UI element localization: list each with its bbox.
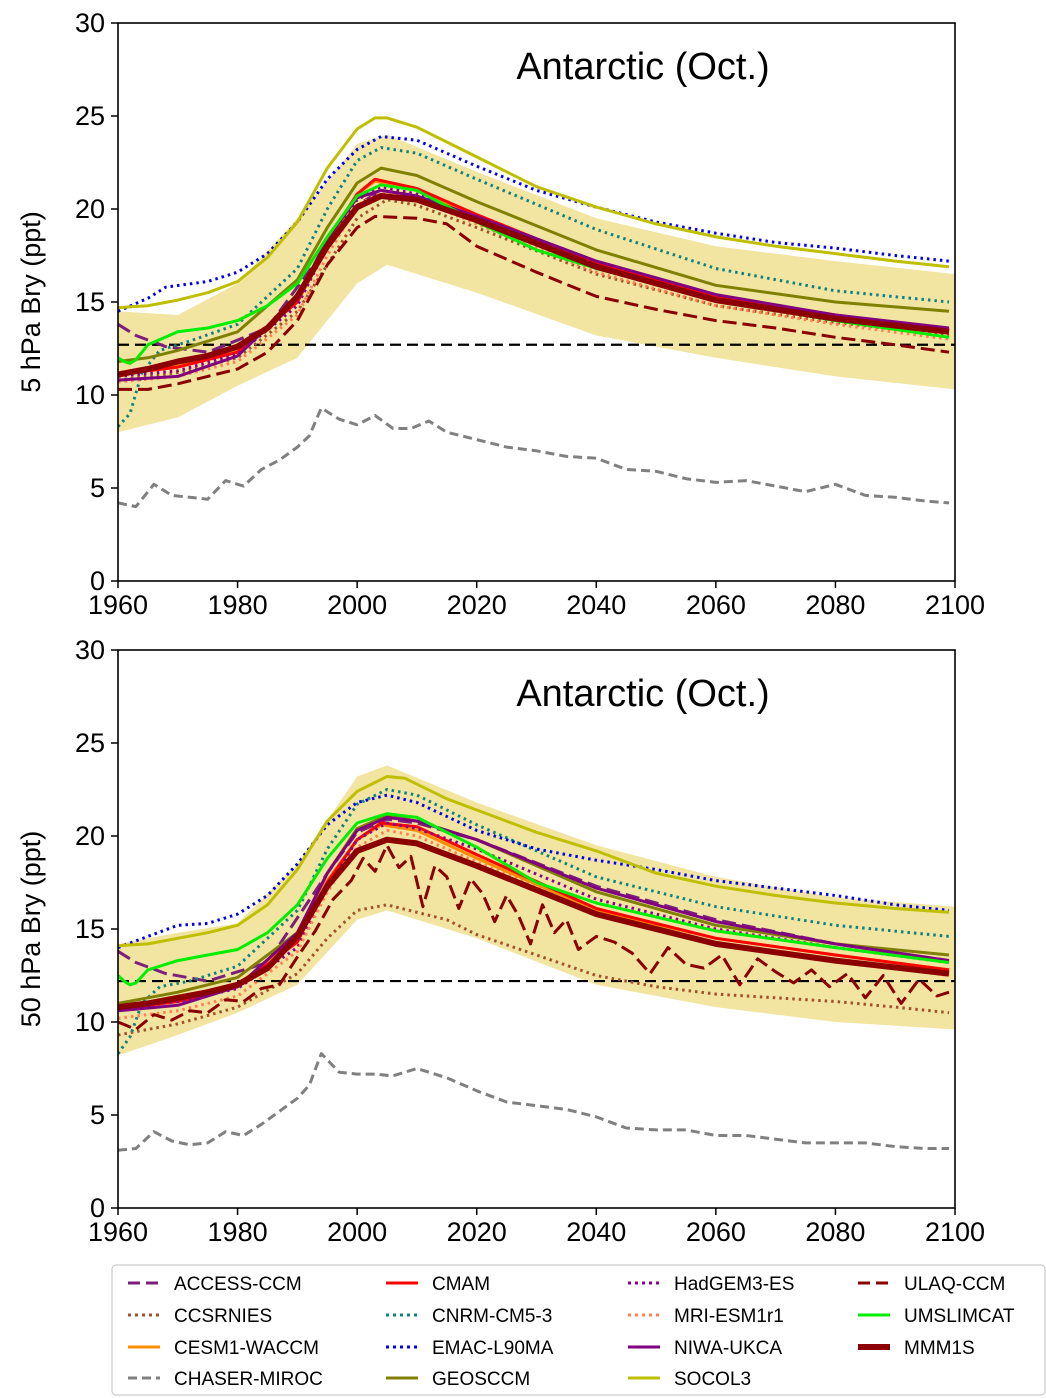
- series-line-cmam: [118, 177, 950, 376]
- y-axis-label: 50 hPa Bry (ppt): [16, 831, 46, 1028]
- x-tick-label: 2060: [686, 590, 746, 620]
- series-line-emac-l90ma: [118, 793, 950, 950]
- y-tick-label: 20: [75, 821, 105, 851]
- y-tick-label: 15: [75, 914, 105, 944]
- series-line-mmm1s: [118, 193, 950, 378]
- x-tick-label: 2000: [327, 1217, 387, 1247]
- y-tick-label: 0: [90, 1193, 105, 1223]
- series-line-chaser-miroc: [118, 406, 950, 509]
- series-line-niwa-ukca: [118, 188, 950, 382]
- plot-area: [118, 116, 955, 509]
- panel-top: 1960 1980 2000 2020 2040 2060 2080 2100 0 5 10 15 20…: [16, 8, 985, 620]
- legend-label: UMSLIMCAT: [904, 1306, 1015, 1327]
- legend-label: GEOSCCM: [432, 1369, 530, 1390]
- series-line-geosccm: [118, 166, 950, 363]
- series-line-mri-esm1r1: [118, 828, 950, 1020]
- x-tick-label: 2000: [327, 590, 387, 620]
- y-axis-label: 5 hPa Bry (ppt): [16, 211, 46, 393]
- legend-box: [111, 1264, 1046, 1396]
- series-line-emac-l90ma: [118, 135, 950, 313]
- y-tick-label: 25: [75, 728, 105, 758]
- series-line-cnrm-cm5-3: [118, 788, 950, 1055]
- legend-item-geosccm: GEOSCCM: [386, 1369, 530, 1390]
- y-tick-label: 30: [75, 8, 105, 38]
- y-tick-label: 0: [90, 566, 105, 596]
- chart-title: Antarctic (Oct.): [516, 46, 769, 88]
- x-tick-label: 2040: [566, 1217, 626, 1247]
- y-tick-label: 10: [75, 1007, 105, 1037]
- y-tick-label: 10: [75, 380, 105, 410]
- legend: ACCESS-CCM CCSRNIES CESM1-WACCM CHASER-MIRO…: [111, 1264, 1046, 1396]
- legend-item-mmm1s: MMM1S: [858, 1338, 975, 1359]
- legend-item-niwa-ukca: NIWA-UKCA: [628, 1338, 782, 1359]
- x-tick-label: 2080: [805, 1217, 865, 1247]
- x-tick-label: 1960: [88, 1217, 148, 1247]
- series-line-ulaq-ccm: [118, 843, 950, 1031]
- legend-label: CMAM: [432, 1274, 490, 1295]
- series-line-access-ccm: [118, 817, 950, 983]
- legend-item-mri-esm1r1: MRI-ESM1r1: [628, 1306, 784, 1327]
- legend-item-ulaq-ccm: ULAQ-CCM: [858, 1274, 1005, 1295]
- y-tick-label: 20: [75, 194, 105, 224]
- x-tick-label: 2080: [805, 590, 865, 620]
- legend-item-hadgem3-es: HadGEM3-ES: [628, 1274, 794, 1295]
- x-tick-label: 2020: [447, 590, 507, 620]
- legend-label: EMAC-L90MA: [432, 1338, 554, 1359]
- legend-item-cesm1-waccm: CESM1-WACCM: [128, 1338, 319, 1359]
- panel-bottom: 1960 1980 2000 2020 2040 2060 2080 2100 0 5 10 15 20…: [16, 635, 985, 1247]
- x-tick-label: 2100: [925, 590, 985, 620]
- plot-area: [118, 765, 955, 1152]
- legend-item-emac-l90ma: EMAC-L90MA: [386, 1338, 554, 1359]
- series-line-socol3: [118, 775, 950, 948]
- x-tick-label: 2060: [686, 1217, 746, 1247]
- series-line-hadgem3-es: [118, 821, 950, 1009]
- model-range-band: [118, 765, 955, 1056]
- x-tick-label: 2020: [447, 1217, 507, 1247]
- series-line-ulaq-ccm: [118, 214, 950, 391]
- y-tick-label: 25: [75, 101, 105, 131]
- x-tick-label: 1980: [208, 590, 268, 620]
- legend-label: SOCOL3: [674, 1369, 751, 1390]
- legend-label: MRI-ESM1r1: [674, 1306, 784, 1327]
- chart-title: Antarctic (Oct.): [516, 673, 769, 715]
- legend-item-ccsrnies: CCSRNIES: [128, 1306, 272, 1327]
- legend-item-access-ccm: ACCESS-CCM: [128, 1274, 302, 1295]
- legend-item-cmam: CMAM: [386, 1274, 490, 1295]
- legend-item-socol3: SOCOL3: [628, 1369, 751, 1390]
- legend-item-cnrm-cm5-3: CNRM-CM5-3: [386, 1306, 552, 1327]
- legend-label: HadGEM3-ES: [674, 1274, 794, 1295]
- model-range-band: [118, 134, 955, 433]
- series-line-chaser-miroc: [118, 1052, 949, 1152]
- x-tick-label: 1980: [208, 1217, 268, 1247]
- legend-label: ULAQ-CCM: [904, 1274, 1005, 1295]
- x-tick-label: 2040: [566, 590, 626, 620]
- series-line-geosccm: [118, 814, 950, 1005]
- legend-label: MMM1S: [904, 1338, 975, 1359]
- series-line-mri-esm1r1: [118, 190, 950, 384]
- y-tick-label: 5: [90, 1100, 105, 1130]
- series-line-ccsrnies: [118, 903, 950, 1037]
- legend-label: ACCESS-CCM: [174, 1274, 302, 1295]
- x-tick-label: 1960: [88, 590, 148, 620]
- series-line-socol3: [118, 116, 950, 310]
- series-line-mmm1s: [118, 836, 950, 1011]
- series-line-umslimcat: [118, 812, 950, 987]
- x-tick-label: 2100: [925, 1217, 985, 1247]
- y-tick-label: 5: [90, 473, 105, 503]
- series-line-cnrm-cm5-3: [118, 146, 950, 428]
- legend-label: CHASER-MIROC: [174, 1369, 323, 1390]
- y-tick-label: 15: [75, 287, 105, 317]
- legend-label: CNRM-CM5-3: [432, 1306, 552, 1327]
- legend-label: NIWA-UKCA: [674, 1338, 782, 1359]
- legend-item-umslimcat: UMSLIMCAT: [858, 1306, 1015, 1327]
- legend-item-chaser-miroc: CHASER-MIROC: [128, 1369, 323, 1390]
- legend-label: CCSRNIES: [174, 1306, 272, 1327]
- legend-label: CESM1-WACCM: [174, 1338, 319, 1359]
- y-tick-label: 30: [75, 635, 105, 665]
